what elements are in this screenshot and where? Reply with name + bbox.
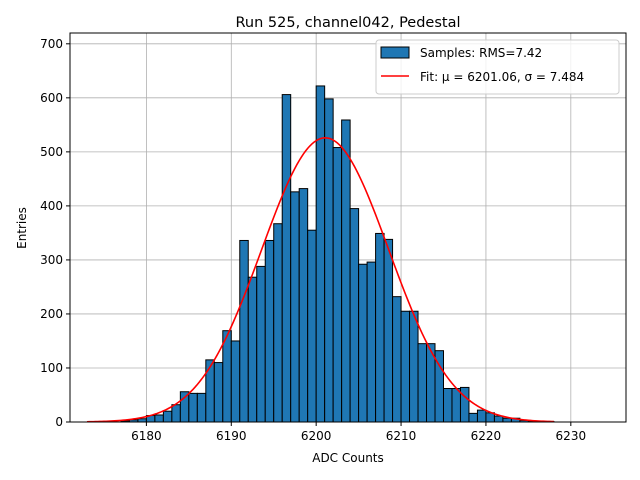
fit-curve [86, 137, 554, 423]
x-tick-label: 6210 [386, 429, 417, 443]
histogram-bar [154, 414, 164, 423]
histogram-bar [179, 391, 190, 423]
y-tick-label: 300 [40, 253, 63, 267]
histogram-bar [290, 191, 300, 423]
histogram-bar [366, 261, 377, 423]
histogram-bar [332, 147, 343, 423]
histogram-bar [358, 263, 368, 423]
histogram-bar [417, 343, 428, 423]
histogram-bar [476, 409, 487, 423]
histogram-bar [298, 188, 309, 423]
histogram-bar [493, 415, 504, 423]
fit-curve-group [86, 137, 554, 423]
histogram-bar [349, 208, 360, 423]
y-tick-label: 600 [40, 91, 63, 105]
y-axis-label: Entries [15, 207, 29, 249]
histogram-bar [256, 265, 266, 423]
histogram-bar [383, 238, 394, 423]
histogram-bar [213, 362, 224, 423]
histogram-bar [239, 239, 249, 423]
y-tick-label: 400 [40, 199, 63, 213]
chart-title: Run 525, channel042, Pedestal [235, 15, 460, 31]
y-tick-label: 100 [40, 361, 63, 375]
x-tick-label: 6180 [131, 429, 162, 443]
histogram-bar [502, 417, 512, 423]
x-tick-label: 6230 [556, 429, 587, 443]
histogram-bar [188, 392, 198, 423]
histogram-bar [392, 296, 402, 423]
y-tick-label: 700 [40, 37, 63, 51]
plot-frame [69, 32, 627, 423]
x-axis-ticks: 6180 6190 6200 6210 6220 6230 [131, 422, 586, 443]
histogram-bar [230, 340, 241, 423]
histogram-bar [375, 232, 385, 423]
y-axis-ticks: 0 100 200 300 400 500 600 700 [40, 37, 70, 429]
histogram-bar [315, 85, 326, 423]
x-axis-label: ADC Counts [312, 451, 384, 465]
histogram-bar [273, 223, 283, 423]
histogram-bar [409, 310, 419, 423]
legend-histogram-label: Samples: RMS=7.42 [420, 46, 542, 60]
y-tick-label: 200 [40, 307, 63, 321]
x-tick-label: 6220 [471, 429, 502, 443]
histogram-bar [171, 404, 181, 423]
histogram-bar [468, 412, 478, 423]
histogram-bar [442, 388, 453, 423]
legend-fit-label: Fit: μ = 6201.06, σ = 7.484 [420, 70, 584, 84]
legend-histogram-swatch [380, 46, 410, 59]
histogram-bar [205, 359, 215, 423]
histogram-bar [222, 330, 232, 423]
histogram-bar [324, 98, 334, 423]
y-tick-label: 500 [40, 145, 63, 159]
y-tick-label: 0 [55, 415, 63, 429]
histogram-bar [451, 388, 461, 423]
x-tick-label: 6200 [301, 429, 332, 443]
histogram-bar [307, 229, 317, 423]
legend-box [375, 39, 620, 95]
histogram-bar [459, 386, 470, 423]
histogram-bar [400, 310, 411, 423]
histogram-bar [341, 119, 351, 423]
histogram-bar [281, 94, 292, 423]
x-tick-label: 6190 [216, 429, 247, 443]
legend: Samples: RMS=7.42 Fit: μ = 6201.06, σ = … [375, 39, 620, 95]
histogram-bar [162, 410, 173, 423]
histogram-bar [264, 239, 275, 423]
histogram-bar [247, 276, 258, 423]
histogram-bar [196, 392, 207, 423]
